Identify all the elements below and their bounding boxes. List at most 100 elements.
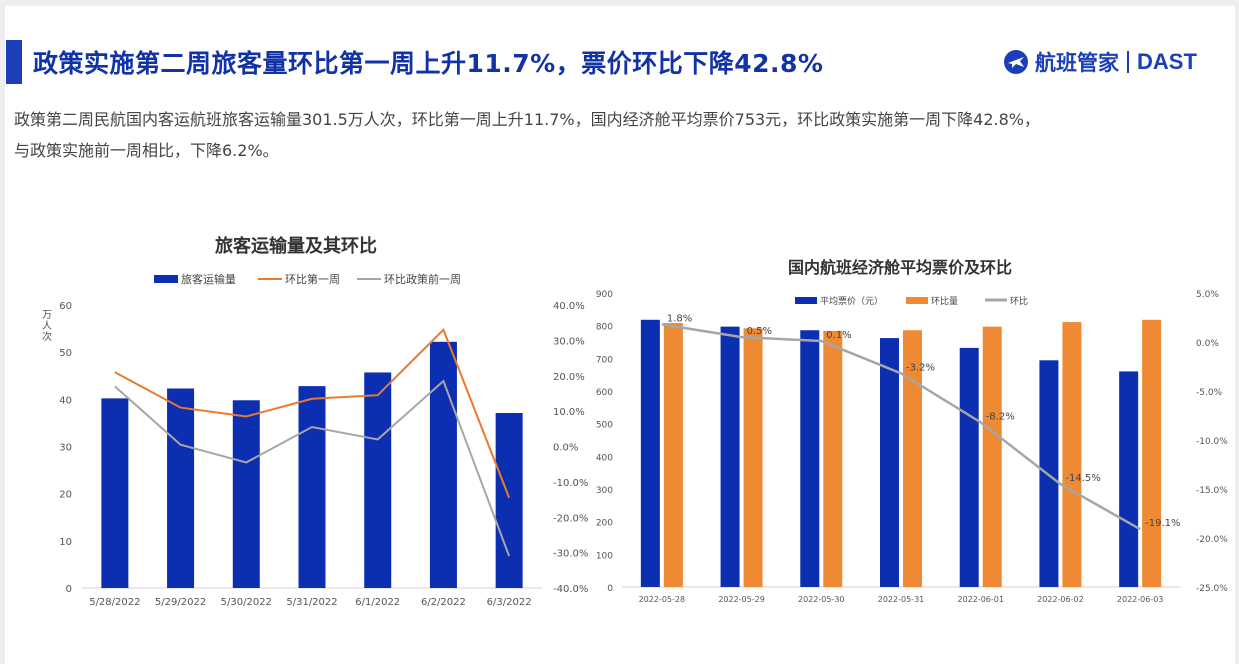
window-right-border — [1235, 0, 1239, 664]
data-label-wow: 1.8% — [667, 313, 692, 324]
line-wow-pre-policy — [114, 379, 511, 557]
x-tick-label: 2022-06-03 — [1117, 595, 1164, 604]
bar-average-price — [640, 319, 660, 587]
window-left-border — [0, 0, 5, 664]
legend-label: 平均票价（元） — [820, 295, 883, 307]
y2-tick-label: -10.0% — [553, 478, 588, 489]
legend-swatch-bar — [906, 297, 928, 304]
bar-wow-volume — [823, 330, 843, 587]
legend-label: 旅客运输量 — [181, 272, 236, 286]
logo-text-en: DAST — [1137, 49, 1197, 74]
bar-average-price — [1119, 371, 1139, 587]
bar-passenger-volume — [364, 372, 392, 588]
x-tick-label: 6/3/2022 — [487, 597, 532, 608]
bar-wow-volume — [1062, 322, 1082, 587]
line-wow-price — [661, 323, 1141, 531]
bar-wow-volume — [903, 330, 922, 587]
x-tick-label: 5/30/2022 — [221, 597, 272, 608]
y-tick-label: 800 — [596, 323, 613, 333]
y-tick-label: 60 — [59, 301, 72, 312]
legend-label: 环比 — [1010, 295, 1028, 307]
x-tick-label: 5/29/2022 — [155, 597, 206, 608]
x-tick-label: 2022-05-31 — [878, 595, 925, 604]
y2-tick-label: -30.0% — [553, 549, 588, 560]
data-label-wow: -8.2% — [986, 411, 1015, 422]
y-tick-label: 900 — [596, 290, 613, 300]
y-tick-label: 400 — [596, 453, 613, 463]
chart2-title: 国内航班经济舱平均票价及环比 — [788, 258, 1013, 277]
x-tick-label: 2022-06-01 — [957, 595, 1004, 604]
bar-wow-volume — [1142, 319, 1162, 587]
y-tick-label: 700 — [596, 355, 613, 365]
x-tick-label: 2022-06-02 — [1037, 595, 1084, 604]
bar-average-price — [959, 347, 979, 587]
y-tick-label: 200 — [596, 519, 613, 529]
bar-passenger-volume — [298, 386, 326, 588]
bar-passenger-volume — [167, 388, 195, 588]
data-label-wow: 0.5% — [747, 326, 772, 337]
y2-tick-label: 0.0% — [1196, 339, 1219, 349]
x-tick-label: 5/31/2022 — [286, 597, 337, 608]
y-axis-title-char: 次 — [42, 330, 52, 343]
y-tick-label: 0 — [66, 584, 72, 595]
airplane-globe-icon — [1004, 50, 1028, 74]
y-tick-label: 50 — [59, 348, 72, 359]
y2-tick-label: 0.0% — [553, 443, 578, 454]
y-tick-label: 100 — [596, 551, 613, 561]
y-axis-title-char: 人 — [42, 320, 52, 332]
y2-tick-label: -20.0% — [553, 513, 588, 524]
description: 政策第二周民航国内客运航班旅客运输量301.5万人次，环比第一周上升11.7%，… — [14, 104, 1214, 166]
data-label-wow: -3.2% — [906, 362, 935, 373]
x-tick-label: 2022-05-30 — [798, 595, 845, 604]
y2-tick-label: -5.0% — [1196, 388, 1223, 398]
chart1-title: 旅客运输量及其环比 — [215, 236, 377, 257]
y2-tick-label: -15.0% — [1196, 486, 1228, 496]
data-label-wow: -19.1% — [1145, 518, 1180, 529]
y-tick-label: 30 — [59, 443, 72, 454]
data-label-wow: 0.1% — [826, 330, 851, 341]
y-tick-label: 0 — [607, 584, 613, 594]
bar-passenger-volume — [232, 400, 260, 588]
y-tick-label: 10 — [59, 537, 72, 548]
y-tick-label: 40 — [59, 395, 72, 406]
x-tick-label: 6/1/2022 — [355, 597, 400, 608]
y2-tick-label: -40.0% — [553, 584, 588, 595]
legend-label: 环比量 — [931, 295, 958, 307]
bar-passenger-volume — [101, 398, 129, 588]
y2-tick-label: 5.0% — [1196, 290, 1219, 300]
bar-passenger-volume — [495, 413, 523, 588]
y2-tick-label: -20.0% — [1196, 535, 1228, 545]
y-tick-label: 600 — [596, 388, 613, 398]
x-tick-label: 2022-05-29 — [718, 595, 765, 604]
x-tick-label: 5/28/2022 — [89, 597, 140, 608]
x-tick-label: 6/2/2022 — [421, 597, 466, 608]
description-line-2: 与政策实施前一周相比，下降6.2%。 — [14, 141, 279, 160]
data-label-wow: -14.5% — [1065, 473, 1100, 484]
page-title: 政策实施第二周旅客量环比第一周上升11.7%，票价环比下降42.8% — [33, 49, 824, 78]
legend-label: 环比第一周 — [285, 272, 340, 286]
logo-divider — [1127, 51, 1129, 73]
y-axis-title-char: 万 — [42, 310, 52, 321]
y-tick-label: 300 — [596, 486, 613, 496]
y2-tick-label: 30.0% — [553, 336, 585, 347]
brand-logo: 航班管家 DAST — [1003, 46, 1197, 78]
y2-tick-label: -25.0% — [1196, 584, 1228, 594]
legend-label: 环比政策前一周 — [384, 272, 461, 286]
bar-wow-volume — [663, 323, 683, 587]
bar-average-price — [720, 326, 740, 587]
bar-wow-volume — [743, 328, 763, 587]
y2-tick-label: 20.0% — [553, 372, 585, 383]
logo-text-cn: 航班管家 — [1035, 51, 1119, 75]
bar-average-price — [880, 338, 899, 587]
y2-tick-label: 10.0% — [553, 407, 585, 418]
y2-tick-label: 40.0% — [553, 301, 585, 312]
y2-tick-label: -10.0% — [1196, 437, 1228, 447]
title-accent-bar — [6, 40, 22, 84]
bar-average-price — [800, 330, 820, 587]
bar-wow-volume — [982, 326, 1002, 587]
legend-swatch-bar — [795, 297, 817, 304]
window-top-border — [0, 0, 1239, 6]
y-tick-label: 500 — [596, 421, 613, 431]
